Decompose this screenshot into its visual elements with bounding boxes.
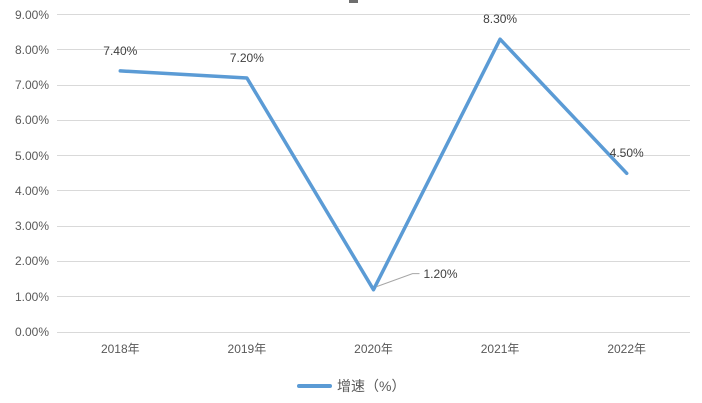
data-point-label: 8.30%: [483, 12, 518, 27]
gridline: [57, 190, 690, 192]
legend-line-marker: [297, 384, 332, 388]
y-axis-tick-label: 4.00%: [14, 183, 49, 198]
legend: 增速（%）: [297, 376, 405, 396]
gridline: [57, 296, 690, 298]
y-axis-tick-label: 7.00%: [14, 78, 49, 93]
cropped-title-fragment: [349, 0, 358, 3]
gridline: [57, 119, 690, 121]
gridline: [57, 84, 690, 86]
y-axis-tick-label: 8.00%: [14, 42, 49, 57]
y-axis-tick-label: 9.00%: [14, 7, 49, 22]
data-point-label: 7.20%: [229, 51, 264, 65]
gridline: [57, 260, 690, 262]
legend-label: 增速（%）: [337, 378, 406, 394]
y-axis-tick-label: 0.00%: [14, 325, 49, 339]
y-axis-tick-label: 3.00%: [14, 219, 49, 234]
x-axis-tick-label: 2021年: [480, 342, 520, 356]
gridline: [57, 225, 690, 227]
x-axis-tick-label: 2019年: [227, 342, 267, 356]
data-point-label: 4.50%: [609, 146, 644, 161]
data-point-label: 7.40%: [103, 43, 138, 58]
gridline: [57, 14, 690, 15]
x-axis-tick-label: 2020年: [354, 342, 393, 356]
y-axis-tick-label: 6.00%: [14, 113, 49, 128]
x-axis-tick-label: 2018年: [100, 342, 140, 356]
y-axis-tick-label: 1.00%: [14, 289, 49, 304]
gridline: [57, 331, 690, 333]
label-leader-line: [376, 273, 420, 288]
x-axis-tick-label: 2022年: [607, 342, 647, 356]
y-axis-tick-label: 2.00%: [14, 254, 49, 269]
y-axis-tick-label: 5.00%: [14, 148, 49, 163]
series-line: [118, 37, 629, 292]
data-point-label: 1.20%: [423, 266, 458, 281]
